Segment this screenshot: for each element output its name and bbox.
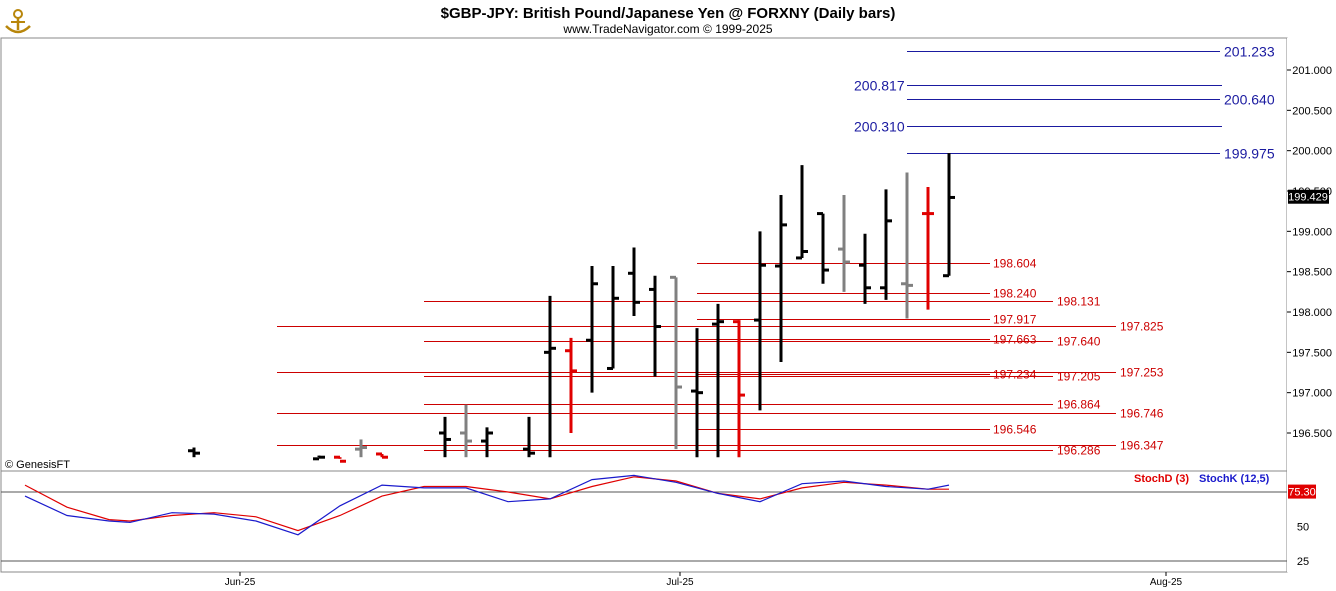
time-tick-label: Aug-25 — [1150, 577, 1183, 588]
level-label: 197.663 — [993, 333, 1037, 347]
level-label: 197.825 — [1120, 320, 1164, 334]
price-tick-label: 198.000 — [1292, 307, 1332, 319]
price-bars — [188, 153, 955, 463]
level-label: 198.131 — [1057, 295, 1101, 309]
level-label: 197.234 — [993, 368, 1037, 382]
stochk-line — [24, 474, 950, 536]
price-tick-label: 198.500 — [1292, 267, 1332, 279]
stoch-tick-label: 25 — [1297, 556, 1309, 568]
price-tick-label: 200.000 — [1292, 146, 1332, 158]
level-label: 197.205 — [1057, 370, 1101, 384]
level-label: 200.310 — [854, 118, 905, 134]
stochastic-panel: 25 50 75.30 StochD (3) StochK (12,5) — [24, 473, 1316, 568]
price-tick-label: 197.500 — [1292, 347, 1332, 359]
price-tick-label: 196.500 — [1292, 428, 1332, 440]
anchor-logo-icon — [5, 9, 31, 34]
level-label: 196.347 — [1120, 439, 1164, 453]
stoch-legend-entry: StochD (3) — [1134, 473, 1189, 485]
stoch-value-label: 75.30 — [1288, 487, 1316, 499]
level-label: 196.286 — [1057, 444, 1101, 458]
level-label: 196.864 — [1057, 398, 1101, 412]
price-axis-panel — [1287, 38, 1335, 572]
level-label: 200.817 — [854, 77, 905, 93]
level-label: 199.975 — [1224, 145, 1275, 161]
time-tick-label: Jul-25 — [666, 577, 694, 588]
time-axis: Jun-25 Jul-25 Aug-25 — [225, 572, 1183, 588]
stochd-line — [24, 476, 949, 532]
level-lines: 201.233 200.817 200.640 200.310 199.975 198.6… — [277, 43, 1275, 458]
level-label: 197.640 — [1057, 335, 1101, 349]
price-tick-label: 201.000 — [1292, 65, 1332, 77]
stoch-value-badge — [1288, 484, 1316, 499]
level-label: 198.240 — [993, 287, 1037, 301]
copyright-label: © GenesisFT — [5, 459, 70, 471]
price-tick-label: 197.000 — [1292, 388, 1332, 400]
price-tick-label: 199.000 — [1292, 226, 1332, 238]
level-label: 196.546 — [993, 423, 1037, 437]
stoch-legend-entry: StochK (12,5) — [1199, 473, 1270, 485]
price-tick-label: 200.500 — [1292, 105, 1332, 117]
price-axis: 196.500 197.000 197.500 198.000 198.500 199.0… — [1287, 65, 1332, 440]
level-label: 197.917 — [993, 313, 1037, 327]
level-label: 201.233 — [1224, 43, 1275, 59]
stoch-tick-label: 50 — [1297, 522, 1309, 534]
chart-title: $GBP-JPY: British Pound/Japanese Yen @ F… — [441, 5, 896, 22]
time-tick-label: Jun-25 — [225, 577, 256, 588]
chart-subtitle: www.TradeNavigator.com © 1999-2025 — [562, 22, 772, 36]
last-price-badge — [1288, 189, 1329, 204]
level-label: 200.640 — [1224, 91, 1275, 107]
level-label: 198.604 — [993, 257, 1037, 271]
last-price-label: 199.429 — [1288, 192, 1328, 204]
level-label: 196.746 — [1120, 407, 1164, 421]
level-label: 197.253 — [1120, 366, 1164, 380]
